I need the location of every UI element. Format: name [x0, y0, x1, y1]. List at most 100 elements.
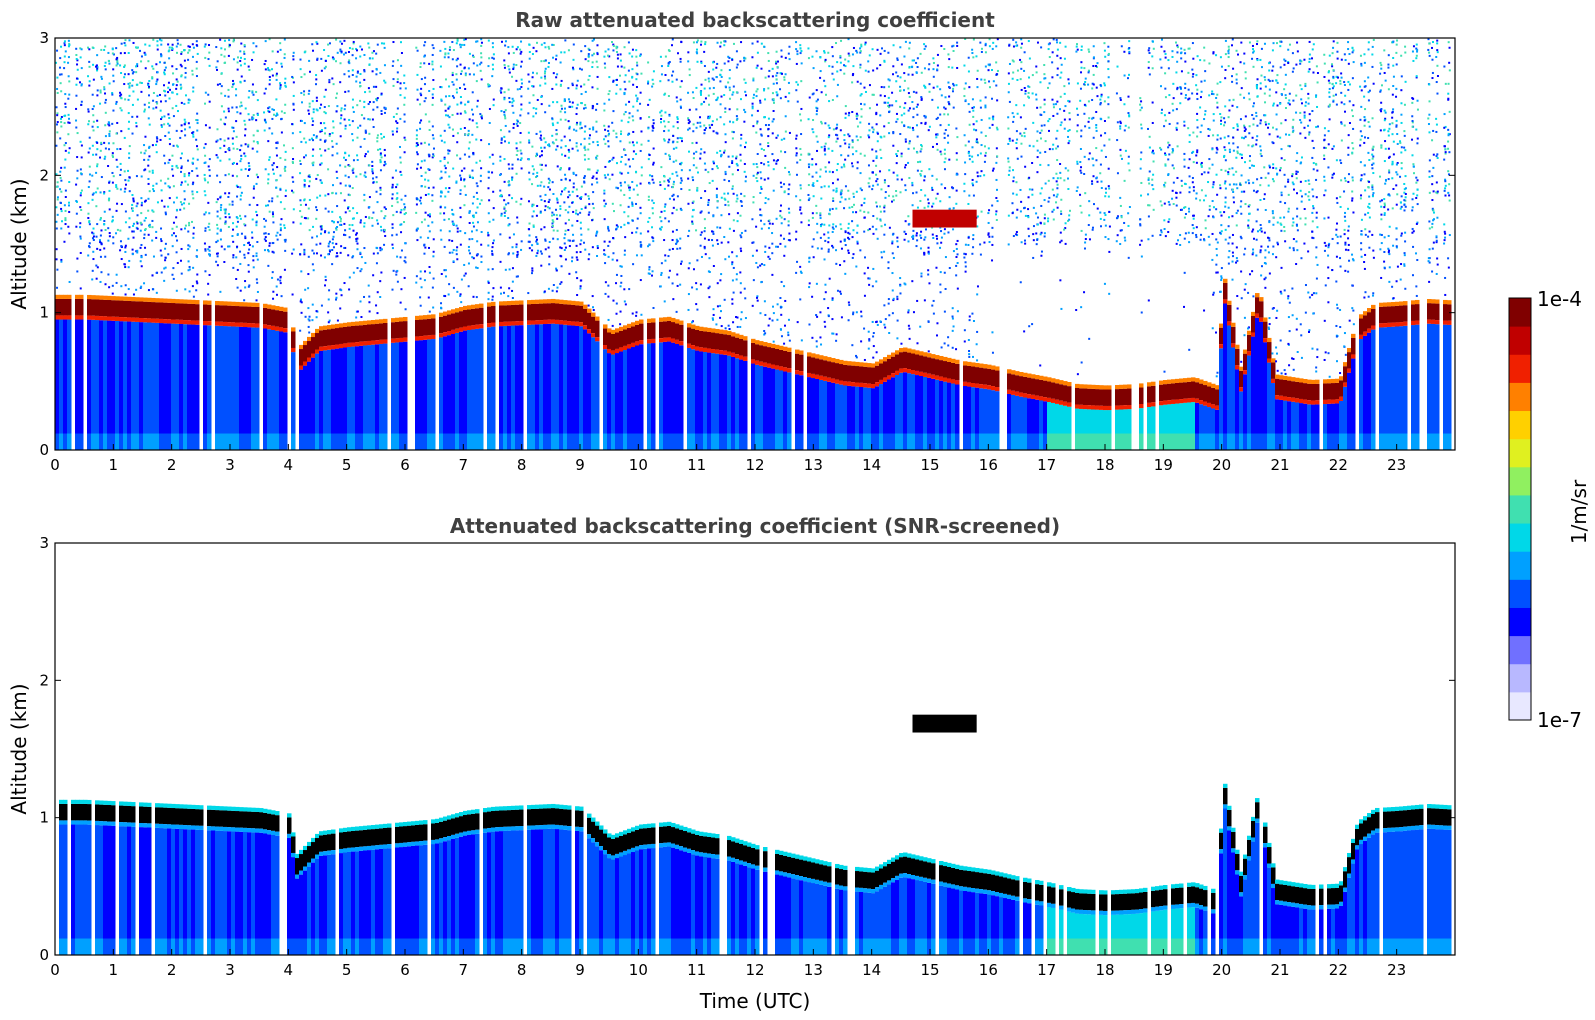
chart-title-raw: Raw attenuated backscattering coefficien…	[515, 8, 995, 32]
x-tick-label-screened-18: 18	[1095, 961, 1114, 979]
colorbar-step-10	[1509, 565, 1531, 580]
y-axis-screened: 0 1 2 3	[39, 534, 1455, 964]
colorbar-step-27	[1509, 326, 1531, 341]
x-tick-label-screened-7: 7	[459, 961, 469, 979]
x-tick-label-raw-20: 20	[1212, 456, 1231, 474]
heatmap-screened	[59, 714, 1452, 955]
colorbar-step-28	[1509, 312, 1531, 327]
y-tick-label-screened-3: 3	[39, 534, 49, 552]
y-tick-label-screened-2: 2	[39, 671, 49, 689]
x-tick-label-raw-0: 0	[50, 456, 60, 474]
x-tick-label-screened-3: 3	[225, 961, 235, 979]
y-axis-label-raw: Altitude (km)	[7, 178, 31, 309]
x-tick-label-raw-6: 6	[400, 456, 410, 474]
x-tick-label-screened-14: 14	[862, 961, 881, 979]
colorbar-step-14	[1509, 509, 1531, 524]
x-tick-label-raw-7: 7	[459, 456, 469, 474]
x-tick-label-raw-23: 23	[1387, 456, 1406, 474]
colorbar-step-13	[1509, 523, 1531, 538]
y-tick-label-screened-0: 0	[39, 946, 49, 964]
colorbar-step-5	[1509, 635, 1531, 651]
x-axis-raw: 0 1 2 3 4 5 6 7 8 9 10 11 12 13 14 15 16 17 18 19 20 21 22 23	[50, 444, 1406, 474]
x-tick-label-screened-22: 22	[1329, 961, 1348, 979]
x-tick-label-raw-3: 3	[225, 456, 235, 474]
colorbar-max-label: 1e-4	[1537, 287, 1582, 311]
x-tick-label-raw-8: 8	[517, 456, 527, 474]
colorbar-step-1	[1509, 691, 1531, 707]
x-tick-label-screened-16: 16	[979, 961, 998, 979]
x-tick-label-raw-4: 4	[284, 456, 294, 474]
y-tick-label-raw-0: 0	[39, 441, 49, 459]
x-tick-label-raw-10: 10	[629, 456, 648, 474]
colorbar-min-label: 1e-7	[1537, 708, 1582, 732]
x-axis-screened: 0 1 2 3 4 5 6 7 8 9 10 11 12 13 14 15 16 17 18 19 20 21 22 23	[50, 949, 1406, 979]
colorbar-step-24	[1509, 368, 1531, 383]
colorbar-step-19	[1509, 438, 1531, 454]
y-tick-label-raw-1: 1	[39, 304, 49, 322]
colorbar-step-2	[1509, 677, 1531, 693]
colorbar-step-8	[1509, 593, 1531, 608]
colorbar-step-29	[1509, 298, 1531, 313]
x-tick-label-screened-21: 21	[1270, 961, 1289, 979]
x-tick-label-raw-19: 19	[1154, 456, 1173, 474]
colorbar-step-16	[1509, 480, 1531, 496]
x-tick-label-raw-22: 22	[1329, 456, 1348, 474]
colorbar-step-6	[1509, 621, 1531, 637]
colorbar-step-12	[1509, 537, 1531, 552]
colorbar-step-20	[1509, 424, 1531, 440]
x-tick-label-raw-9: 9	[575, 456, 585, 474]
colorbar-scale	[1509, 298, 1531, 721]
colorbar-step-25	[1509, 354, 1531, 369]
y-tick-label-raw-2: 2	[39, 166, 49, 184]
colorbar-step-7	[1509, 607, 1531, 623]
colorbar-step-21	[1509, 410, 1531, 426]
x-tick-label-screened-6: 6	[400, 961, 410, 979]
x-tick-label-screened-9: 9	[575, 961, 585, 979]
x-tick-label-raw-11: 11	[687, 456, 706, 474]
colorbar-step-3	[1509, 663, 1531, 679]
y-axis-label-screened: Altitude (km)	[7, 683, 31, 814]
colorbar-step-4	[1509, 649, 1531, 665]
x-tick-label-raw-16: 16	[979, 456, 998, 474]
colorbar-step-23	[1509, 382, 1531, 397]
x-tick-label-screened-10: 10	[629, 961, 648, 979]
colorbar-step-18	[1509, 452, 1531, 468]
x-tick-label-screened-8: 8	[517, 961, 527, 979]
y-tick-label-raw-3: 3	[39, 29, 49, 47]
colorbar-unit-label: 1/m/sr	[1567, 479, 1591, 544]
x-tick-label-raw-13: 13	[804, 456, 823, 474]
x-tick-label-screened-13: 13	[804, 961, 823, 979]
x-tick-label-screened-12: 12	[745, 961, 764, 979]
panel-raw: Raw attenuated backscattering coefficien…	[7, 8, 1456, 474]
x-tick-label-raw-15: 15	[920, 456, 939, 474]
x-tick-label-raw-18: 18	[1095, 456, 1114, 474]
x-tick-label-raw-1: 1	[109, 456, 119, 474]
colorbar-step-17	[1509, 466, 1531, 482]
x-tick-label-raw-14: 14	[862, 456, 881, 474]
y-tick-label-screened-1: 1	[39, 809, 49, 827]
x-tick-label-screened-0: 0	[50, 961, 60, 979]
colorbar-step-9	[1509, 579, 1531, 594]
x-tick-label-screened-15: 15	[920, 961, 939, 979]
colorbar: 1e-4 1e-7 1/m/sr	[1508, 287, 1591, 732]
y-axis-raw: 0 1 2 3	[39, 29, 1455, 459]
x-tick-label-screened-20: 20	[1212, 961, 1231, 979]
colorbar-step-0	[1509, 705, 1531, 721]
x-tick-label-raw-21: 21	[1270, 456, 1289, 474]
colorbar-step-11	[1509, 551, 1531, 566]
x-tick-label-raw-2: 2	[167, 456, 177, 474]
x-tick-label-screened-11: 11	[687, 961, 706, 979]
colorbar-step-15	[1509, 494, 1531, 510]
heatmap-raw	[55, 38, 1452, 450]
x-tick-label-screened-2: 2	[167, 961, 177, 979]
x-tick-label-raw-5: 5	[342, 456, 352, 474]
x-tick-label-raw-12: 12	[745, 456, 764, 474]
colorbar-frame	[1508, 297, 1532, 721]
colorbar-step-22	[1509, 396, 1531, 412]
x-tick-label-screened-4: 4	[284, 961, 294, 979]
x-tick-label-screened-23: 23	[1387, 961, 1406, 979]
x-axis-label: Time (UTC)	[699, 989, 811, 1013]
chart-title-screened: Attenuated backscattering coefficient (S…	[450, 514, 1060, 538]
colorbar-step-26	[1509, 340, 1531, 355]
